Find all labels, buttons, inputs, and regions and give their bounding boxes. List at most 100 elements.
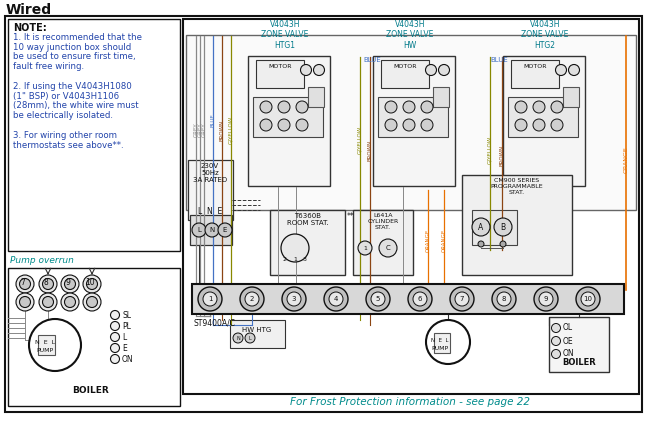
Text: 10: 10 xyxy=(85,278,94,287)
Circle shape xyxy=(278,101,290,113)
Circle shape xyxy=(111,322,120,330)
Text: BLUE: BLUE xyxy=(363,57,380,63)
Text: PUMP: PUMP xyxy=(432,346,448,352)
Bar xyxy=(511,60,559,88)
Text: 2. If using the V4043H1080: 2. If using the V4043H1080 xyxy=(13,82,132,91)
Text: G/YELLOW: G/YELLOW xyxy=(487,136,492,164)
Text: 1: 1 xyxy=(208,296,212,302)
Text: For Frost Protection information - see page 22: For Frost Protection information - see p… xyxy=(290,397,530,407)
Text: BROWN: BROWN xyxy=(367,139,373,161)
Text: N: N xyxy=(236,335,240,341)
Circle shape xyxy=(43,279,54,289)
Circle shape xyxy=(403,101,415,113)
Circle shape xyxy=(16,275,34,293)
Bar xyxy=(270,210,345,275)
Bar xyxy=(8,268,180,406)
Text: ST9400A/C: ST9400A/C xyxy=(193,319,235,328)
Bar xyxy=(190,215,232,245)
Text: 2: 2 xyxy=(283,257,287,262)
Circle shape xyxy=(233,333,243,343)
Bar xyxy=(373,56,455,186)
Circle shape xyxy=(439,65,450,76)
Text: MOTOR: MOTOR xyxy=(269,63,292,68)
Circle shape xyxy=(111,354,120,363)
Bar xyxy=(188,160,233,220)
Text: 1: 1 xyxy=(363,246,367,251)
Text: BLUE: BLUE xyxy=(490,57,508,63)
Text: ORANGE: ORANGE xyxy=(426,228,430,252)
Text: GREY: GREY xyxy=(193,123,199,137)
Text: HW HTG: HW HTG xyxy=(243,327,272,333)
Circle shape xyxy=(551,101,563,113)
Text: ON: ON xyxy=(122,355,134,364)
Text: MOTOR: MOTOR xyxy=(523,63,547,68)
Text: PL: PL xyxy=(122,322,131,331)
Text: **: ** xyxy=(347,212,355,221)
Circle shape xyxy=(329,292,343,306)
Circle shape xyxy=(205,223,219,237)
Circle shape xyxy=(39,275,57,293)
Text: BROWN: BROWN xyxy=(499,144,505,165)
Circle shape xyxy=(111,344,120,352)
Text: ORANGE: ORANGE xyxy=(624,146,628,173)
Circle shape xyxy=(534,287,558,311)
Bar xyxy=(563,87,579,107)
Bar xyxy=(248,56,330,186)
Text: (28mm), the white wire must: (28mm), the white wire must xyxy=(13,101,138,111)
Text: Wired: Wired xyxy=(6,3,52,17)
Text: G/YELLOW: G/YELLOW xyxy=(228,116,234,144)
Circle shape xyxy=(278,119,290,131)
Bar xyxy=(8,19,180,251)
Circle shape xyxy=(472,218,490,236)
Text: BOILER: BOILER xyxy=(562,358,596,367)
Text: 5: 5 xyxy=(376,296,380,302)
Text: B: B xyxy=(500,222,505,232)
Bar xyxy=(503,56,585,186)
Circle shape xyxy=(65,279,76,289)
Circle shape xyxy=(450,287,474,311)
Circle shape xyxy=(287,292,301,306)
Circle shape xyxy=(260,119,272,131)
Text: L: L xyxy=(122,333,126,342)
Text: BLUE: BLUE xyxy=(210,113,215,127)
Text: fault free wiring.: fault free wiring. xyxy=(13,62,84,71)
Circle shape xyxy=(366,287,390,311)
Circle shape xyxy=(576,287,600,311)
Circle shape xyxy=(551,349,560,359)
Circle shape xyxy=(296,119,308,131)
Bar xyxy=(308,87,324,107)
Circle shape xyxy=(358,241,372,255)
Text: L641A
CYLINDER
STAT.: L641A CYLINDER STAT. xyxy=(367,213,399,230)
Text: G/YELLOW: G/YELLOW xyxy=(358,126,362,154)
Bar xyxy=(433,87,449,107)
Circle shape xyxy=(300,65,311,76)
Circle shape xyxy=(260,101,272,113)
Bar xyxy=(192,284,624,314)
Circle shape xyxy=(569,65,580,76)
Circle shape xyxy=(203,292,217,306)
Text: N: N xyxy=(210,227,215,233)
Bar xyxy=(378,97,448,137)
Text: V4043H
ZONE VALVE
HTG2: V4043H ZONE VALVE HTG2 xyxy=(521,20,569,50)
Text: L: L xyxy=(197,227,201,233)
Text: CM900 SERIES
PROGRAMMABLE
STAT.: CM900 SERIES PROGRAMMABLE STAT. xyxy=(490,178,543,195)
Circle shape xyxy=(192,223,206,237)
Circle shape xyxy=(515,101,527,113)
Text: 2: 2 xyxy=(250,296,254,302)
Text: 1. It is recommended that the: 1. It is recommended that the xyxy=(13,33,142,42)
Bar xyxy=(253,97,323,137)
Circle shape xyxy=(43,297,54,308)
Circle shape xyxy=(533,119,545,131)
Circle shape xyxy=(421,119,433,131)
Text: 7: 7 xyxy=(460,296,465,302)
Circle shape xyxy=(111,333,120,341)
Text: Pump overrun: Pump overrun xyxy=(10,256,74,265)
Text: GREY: GREY xyxy=(201,123,206,137)
Circle shape xyxy=(198,287,222,311)
Text: SL: SL xyxy=(122,311,131,320)
Circle shape xyxy=(39,293,57,311)
Circle shape xyxy=(83,275,101,293)
Text: 6: 6 xyxy=(418,296,422,302)
Text: GREY: GREY xyxy=(197,123,203,137)
Text: E: E xyxy=(223,227,227,233)
